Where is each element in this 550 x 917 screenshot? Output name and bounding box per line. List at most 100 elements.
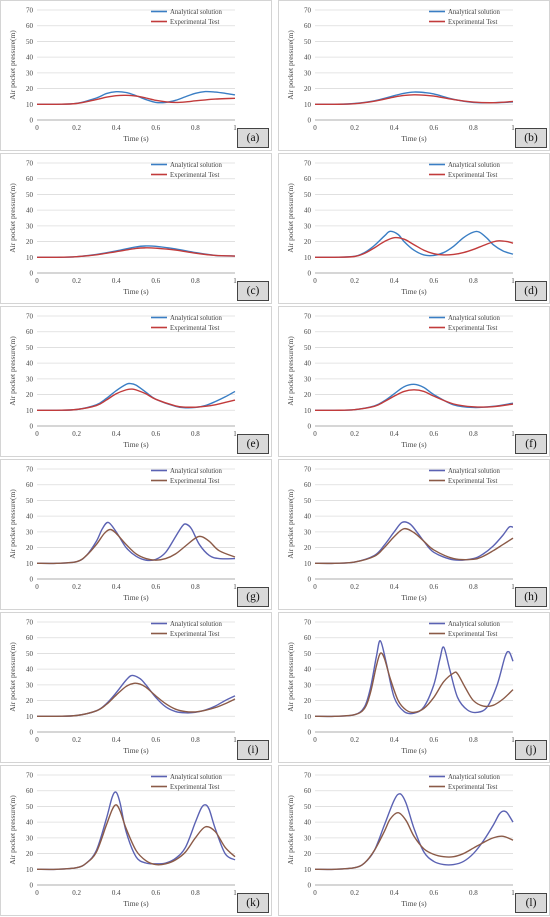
y-tick-label: 60 bbox=[26, 634, 34, 642]
y-tick-label: 20 bbox=[26, 544, 34, 552]
x-tick-label: 0 bbox=[313, 583, 317, 591]
chart-svg-a: 0 10 20 30 40 50 60 70 0 0.2 0.4 0.6 0.8 1 Time (s) Air… bbox=[8, 7, 237, 144]
x-tick-label: 0 bbox=[35, 430, 39, 438]
x-tick-label: 0.6 bbox=[151, 583, 160, 591]
series-line-experimental bbox=[36, 388, 236, 412]
y-tick-label: 30 bbox=[304, 69, 312, 77]
chart-panel-h: 0 10 20 30 40 50 60 70 0 0.2 0.4 0.6 0.8 1 Time (s) Air… bbox=[278, 459, 550, 610]
legend-label: Analytical solution bbox=[448, 774, 501, 781]
y-tick-label: 50 bbox=[26, 191, 34, 199]
y-tick-label: 30 bbox=[304, 834, 312, 842]
x-tick-label: 0.8 bbox=[469, 736, 478, 744]
y-tick-label: 50 bbox=[304, 803, 312, 811]
legend-label: Analytical solution bbox=[170, 162, 223, 169]
y-axis-title: Air pocket pressure(m) bbox=[8, 336, 17, 406]
x-tick-label: 1 bbox=[233, 889, 237, 897]
x-tick-label: 0.2 bbox=[72, 583, 81, 591]
x-tick-label: 1 bbox=[511, 889, 515, 897]
series-line-experimental bbox=[314, 236, 514, 259]
panel-label-h: (h) bbox=[515, 587, 547, 607]
series-line-analytical bbox=[314, 521, 514, 565]
series-line-experimental bbox=[314, 94, 514, 106]
legend-label: Analytical solution bbox=[170, 9, 223, 16]
y-tick-label: 0 bbox=[30, 117, 34, 125]
panel-label-k: (k) bbox=[237, 893, 269, 913]
x-tick-label: 0.4 bbox=[390, 736, 399, 744]
legend-label: Analytical solution bbox=[170, 774, 223, 781]
x-tick-label: 0.4 bbox=[390, 430, 399, 438]
y-axis-title: Air pocket pressure(m) bbox=[286, 795, 295, 865]
panel-label-c: (c) bbox=[237, 281, 269, 301]
y-tick-label: 10 bbox=[304, 254, 312, 262]
y-tick-label: 0 bbox=[30, 576, 34, 584]
x-tick-label: 0.6 bbox=[429, 124, 438, 132]
y-tick-label: 60 bbox=[26, 328, 34, 336]
y-tick-label: 10 bbox=[26, 560, 34, 568]
y-tick-label: 70 bbox=[304, 313, 312, 321]
x-tick-label: 0.8 bbox=[191, 277, 200, 285]
series-line-experimental bbox=[314, 652, 514, 718]
x-tick-label: 0 bbox=[313, 889, 317, 897]
y-tick-label: 30 bbox=[26, 375, 34, 383]
y-axis-title: Air pocket pressure(m) bbox=[8, 489, 17, 559]
x-tick-label: 0.6 bbox=[151, 889, 160, 897]
x-tick-label: 0.6 bbox=[151, 277, 160, 285]
x-tick-label: 1 bbox=[233, 736, 237, 744]
y-tick-label: 40 bbox=[26, 819, 34, 827]
y-tick-label: 60 bbox=[304, 634, 312, 642]
y-tick-label: 60 bbox=[26, 175, 34, 183]
y-tick-label: 30 bbox=[26, 528, 34, 536]
y-tick-label: 0 bbox=[30, 729, 34, 737]
x-tick-label: 0 bbox=[313, 430, 317, 438]
panel-label-f: (f) bbox=[515, 434, 547, 454]
y-tick-label: 60 bbox=[304, 787, 312, 795]
chart-svg-g: 0 10 20 30 40 50 60 70 0 0.2 0.4 0.6 0.8 1 Time (s) Air… bbox=[8, 466, 237, 603]
y-tick-label: 30 bbox=[304, 681, 312, 689]
y-tick-label: 40 bbox=[26, 360, 34, 368]
y-tick-label: 50 bbox=[26, 38, 34, 46]
y-tick-label: 30 bbox=[304, 528, 312, 536]
y-tick-label: 70 bbox=[304, 619, 312, 627]
x-axis-title: Time (s) bbox=[123, 899, 149, 908]
y-tick-label: 20 bbox=[304, 391, 312, 399]
x-tick-label: 0.8 bbox=[191, 889, 200, 897]
y-tick-label: 60 bbox=[26, 481, 34, 489]
x-axis-title: Time (s) bbox=[123, 593, 149, 602]
x-tick-label: 0.8 bbox=[469, 277, 478, 285]
chart-svg-c: 0 10 20 30 40 50 60 70 0 0.2 0.4 0.6 0.8 1 Time (s) Air… bbox=[8, 160, 237, 297]
y-tick-label: 10 bbox=[26, 713, 34, 721]
y-tick-label: 40 bbox=[26, 513, 34, 521]
y-tick-label: 70 bbox=[26, 466, 34, 474]
y-tick-label: 50 bbox=[26, 344, 34, 352]
panel-label-j: (j) bbox=[515, 740, 547, 760]
y-tick-label: 40 bbox=[26, 54, 34, 62]
x-tick-label: 0.2 bbox=[72, 430, 81, 438]
x-tick-label: 0.4 bbox=[112, 736, 121, 744]
x-tick-label: 0.6 bbox=[151, 736, 160, 744]
y-tick-label: 10 bbox=[26, 407, 34, 415]
legend-label: Analytical solution bbox=[448, 468, 501, 475]
y-axis-title: Air pocket pressure(m) bbox=[8, 795, 17, 865]
x-tick-label: 0.8 bbox=[469, 430, 478, 438]
series-line-analytical bbox=[314, 640, 514, 718]
y-tick-label: 70 bbox=[26, 160, 34, 168]
chart-svg-i: 0 10 20 30 40 50 60 70 0 0.2 0.4 0.6 0.8 1 Time (s) Air… bbox=[8, 619, 237, 756]
x-tick-label: 0.2 bbox=[350, 736, 359, 744]
panel-label-g: (g) bbox=[237, 587, 269, 607]
y-tick-label: 0 bbox=[308, 729, 312, 737]
y-tick-label: 70 bbox=[304, 160, 312, 168]
y-axis-title: Air pocket pressure(m) bbox=[286, 183, 295, 253]
x-tick-label: 0.4 bbox=[112, 124, 121, 132]
legend-label: Analytical solution bbox=[170, 621, 223, 628]
y-tick-label: 10 bbox=[26, 866, 34, 874]
x-axis-title: Time (s) bbox=[123, 287, 149, 296]
series-line-experimental bbox=[36, 247, 236, 259]
series-line-analytical bbox=[314, 230, 514, 259]
x-tick-label: 0.6 bbox=[151, 430, 160, 438]
x-axis-title: Time (s) bbox=[401, 440, 427, 449]
y-tick-label: 20 bbox=[304, 544, 312, 552]
y-tick-label: 30 bbox=[26, 222, 34, 230]
y-tick-label: 20 bbox=[304, 697, 312, 705]
legend-label: Experimental Test bbox=[170, 784, 220, 791]
x-tick-label: 1 bbox=[233, 583, 237, 591]
